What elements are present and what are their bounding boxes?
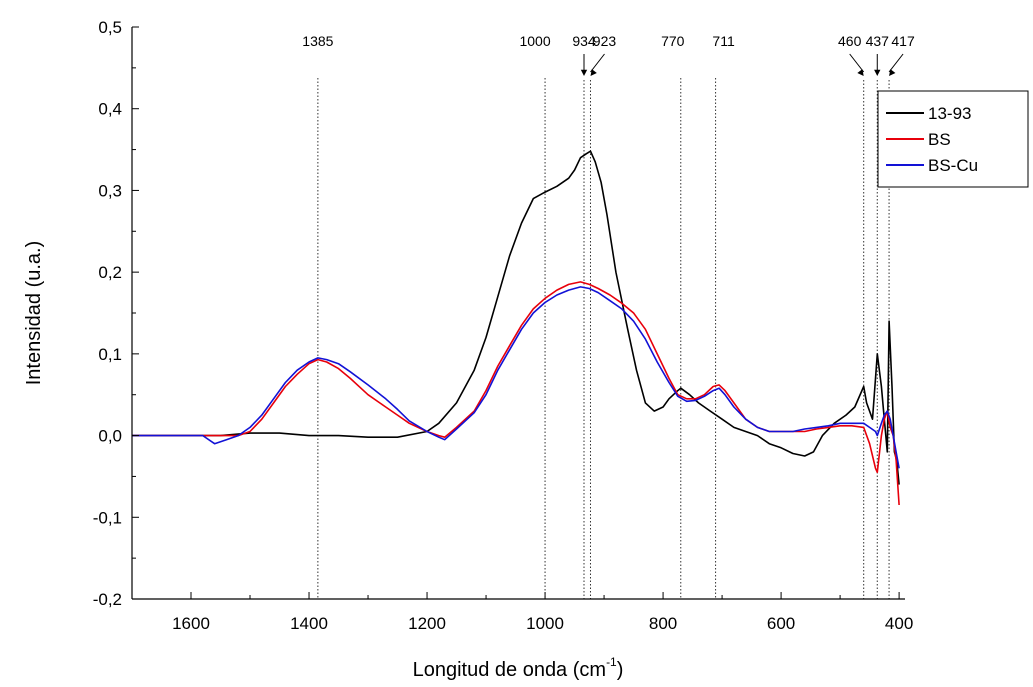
y-axis-label: Intensidad (u.a.)	[23, 241, 45, 386]
reference-arrow-shaft	[849, 53, 865, 73]
reference-arrow-head	[889, 69, 896, 76]
x-axis-label-main: Longitud de onda (cm	[413, 659, 606, 681]
y-tick-label: -0,1	[93, 508, 122, 527]
reference-line-label: 770	[661, 33, 685, 49]
series-line-bs-cu	[132, 286, 900, 469]
reference-line-label: 711	[712, 33, 735, 49]
series-line-bs	[132, 281, 900, 506]
legend-label: 13-93	[928, 104, 971, 123]
reference-arrow-head	[857, 69, 864, 76]
reference-line-label: 923	[593, 33, 617, 49]
x-axis-label-sup: -1	[606, 655, 617, 669]
reference-line-label: 437	[866, 33, 890, 49]
legend-label: BS	[928, 130, 951, 149]
y-tick-label: 0,1	[98, 345, 122, 364]
x-axis-label: Longitud de onda (cm-1)	[413, 655, 624, 681]
series-line-13-93	[132, 150, 900, 485]
reference-line-label: 1000	[519, 33, 550, 49]
reference-arrow-shaft	[888, 53, 904, 73]
reference-arrow-head	[580, 69, 588, 76]
x-tick-label: 1400	[290, 614, 328, 633]
y-tick-label: 0,0	[98, 427, 122, 446]
x-tick-label: 1000	[526, 614, 564, 633]
y-tick-label: -0,2	[93, 590, 122, 609]
x-tick-label: 1600	[172, 614, 210, 633]
reference-line-label: 1385	[302, 33, 333, 49]
series-group	[132, 150, 900, 506]
x-tick-label: 400	[885, 614, 913, 633]
x-tick-label: 1200	[408, 614, 446, 633]
reference-line-label: 460	[838, 33, 862, 49]
y-tick-label: 0,3	[98, 181, 122, 200]
ticks: -0,2 -0,1 0,0 0,1 0,2 0,3 0,4 0,5 1600 1400 1200 10…	[93, 18, 914, 633]
reference-arrow-head	[874, 69, 881, 76]
x-tick-label: 800	[649, 614, 677, 633]
x-axis-label-close: )	[617, 659, 624, 681]
reference-arrow-shaft	[590, 53, 605, 73]
y-tick-label: 0,5	[98, 18, 122, 37]
x-tick-label: 600	[767, 614, 795, 633]
y-tick-label: 0,4	[98, 100, 122, 119]
reference-line-label: 934	[572, 33, 596, 49]
reference-arrow-head	[590, 69, 597, 76]
plot-area	[132, 27, 905, 599]
y-tick-label: 0,2	[98, 263, 122, 282]
legend-label: BS-Cu	[928, 156, 978, 175]
reference-line-label: 417	[891, 33, 915, 49]
legend: 13-93 BS BS-Cu	[877, 90, 1029, 188]
